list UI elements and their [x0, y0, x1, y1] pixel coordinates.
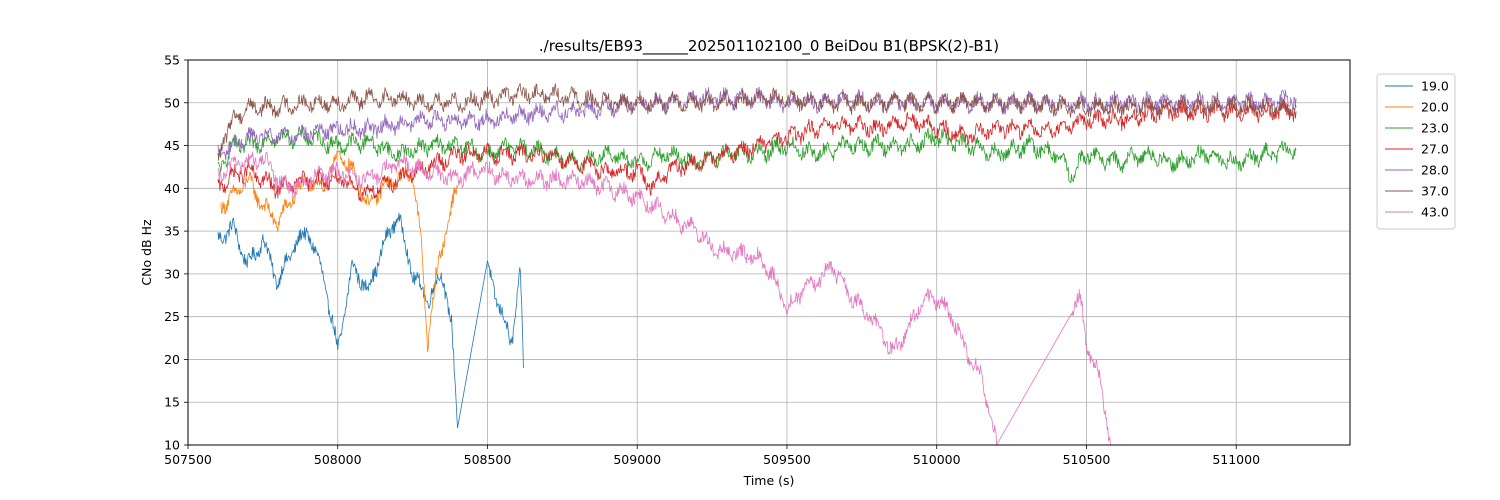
- series-line-28-0: [217, 86, 1297, 161]
- x-tick-label: 511000: [1212, 452, 1260, 467]
- y-tick-label: 20: [164, 352, 180, 367]
- chart-title: ./results/EB93______202501102100_0 BeiDo…: [539, 37, 999, 56]
- x-tick-label: 509500: [763, 452, 811, 467]
- series-line-43-0: [217, 151, 1111, 445]
- x-tick-label: 509000: [613, 452, 661, 467]
- legend-label: 27.0: [1421, 142, 1449, 157]
- y-tick-label: 40: [164, 181, 180, 196]
- x-tick-label: 507500: [164, 452, 212, 467]
- y-axis-ticks: 10 15 20 25 30 35 40 45 50 55: [164, 53, 188, 453]
- plot-area-frame: [187, 59, 1351, 446]
- series-line-23-0: [217, 124, 1297, 184]
- series-line-37-0: [217, 83, 1297, 161]
- x-axis-label: Time (s): [743, 473, 795, 488]
- series-line-27-0: [217, 99, 1297, 202]
- series-line-20-0: [220, 150, 458, 353]
- y-tick-label: 30: [164, 266, 180, 281]
- x-axis-ticks: 507500 508000 508500 509000 509500 510000 5105…: [164, 445, 1260, 467]
- series-line-19-0: [217, 212, 524, 429]
- y-tick-label: 50: [164, 95, 180, 110]
- x-tick-label: 510500: [1063, 452, 1111, 467]
- legend: 19.0 20.0 23.0 27.0 28.0 37.0 43.0: [1376, 73, 1456, 230]
- legend-label: 37.0: [1421, 184, 1449, 199]
- grid-lines: [187, 59, 1350, 446]
- x-tick-label: 510000: [913, 452, 961, 467]
- x-tick-label: 508500: [464, 452, 512, 467]
- y-tick-label: 35: [164, 224, 180, 239]
- x-tick-label: 508000: [314, 452, 362, 467]
- y-tick-label: 25: [164, 309, 180, 324]
- legend-label: 20.0: [1421, 100, 1449, 115]
- legend-label: 43.0: [1421, 205, 1449, 220]
- y-axis-label: CNo dB Hz: [139, 219, 154, 286]
- legend-box: [1376, 73, 1456, 230]
- y-tick-label: 55: [164, 53, 180, 68]
- y-tick-label: 10: [164, 438, 180, 453]
- y-tick-label: 45: [164, 138, 180, 153]
- y-tick-label: 15: [164, 395, 180, 410]
- legend-label: 19.0: [1421, 79, 1449, 94]
- legend-label: 23.0: [1421, 121, 1449, 136]
- series-lines: [217, 83, 1297, 445]
- legend-label: 28.0: [1421, 163, 1449, 178]
